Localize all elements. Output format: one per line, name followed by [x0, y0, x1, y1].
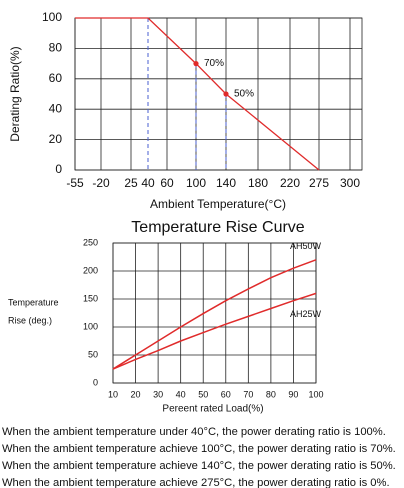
x-tick-label: 30 [153, 389, 163, 399]
y-tick-label: 250 [83, 237, 98, 247]
point-marker [223, 91, 229, 97]
x-tick-label: 60 [160, 176, 174, 190]
x-tick-label: 140 [216, 176, 236, 190]
note-line: When the ambient temperature achieve 100… [2, 443, 396, 455]
x-tick-label: 100 [186, 176, 206, 190]
note-line: When the ambient temperature achieve 275… [2, 477, 390, 488]
x-tick-label: 40 [176, 389, 186, 399]
point-marker [193, 61, 199, 67]
y-axis-title: Rise (deg.) [8, 315, 52, 325]
y-axis-title: Derating Ratio(%) [8, 46, 22, 141]
y-tick-label: 60 [49, 71, 63, 85]
y-tick-label: 20 [49, 132, 63, 146]
x-tick-label: 90 [288, 389, 298, 399]
plot-frame [112, 242, 317, 384]
y-tick-label: 0 [55, 162, 62, 176]
point-label: 50% [234, 89, 254, 100]
y-tick-label: 40 [49, 101, 63, 115]
x-tick-label: 300 [340, 176, 360, 190]
x-tick-label: 275 [309, 176, 329, 190]
x-axis-title: Ambient Temperature(°C) [150, 197, 286, 211]
x-tick-label: 20 [131, 389, 141, 399]
x-tick-label: -55 [66, 176, 84, 190]
y-tick-label: 200 [83, 265, 98, 275]
note-line: When the ambient temperature achieve 140… [2, 460, 396, 472]
y-tick-label: 50 [88, 349, 98, 359]
x-tick-label: 40 [141, 176, 155, 190]
x-tick-label: 70 [243, 389, 253, 399]
y-tick-label: 0 [93, 377, 98, 387]
x-tick-label: 25 [124, 176, 138, 190]
x-tick-label: 220 [280, 176, 300, 190]
series-label: AH25W [290, 309, 322, 319]
y-tick-label: 150 [83, 293, 98, 303]
x-tick-label: -20 [92, 176, 110, 190]
y-tick-label: 100 [83, 321, 98, 331]
y-tick-label: 100 [42, 10, 62, 24]
x-tick-label: 80 [266, 389, 276, 399]
x-axis-title: Pereent rated Load(%) [162, 404, 263, 415]
chart-title: Temperature Rise Curve [131, 219, 305, 236]
y-tick-label: 80 [49, 41, 63, 55]
note-line: When the ambient temperature under 40°C,… [2, 426, 386, 438]
x-tick-label: 60 [221, 389, 231, 399]
derating-line [75, 17, 320, 171]
x-tick-label: 50 [198, 389, 208, 399]
x-tick-label: 100 [308, 389, 323, 399]
series-label: AH50W [290, 241, 322, 251]
x-tick-label: 180 [248, 176, 268, 190]
series-line [112, 292, 317, 370]
series-line [112, 259, 317, 370]
x-tick-label: 10 [108, 389, 118, 399]
y-axis-title: Temperature [8, 297, 59, 307]
point-label: 70% [204, 58, 224, 69]
